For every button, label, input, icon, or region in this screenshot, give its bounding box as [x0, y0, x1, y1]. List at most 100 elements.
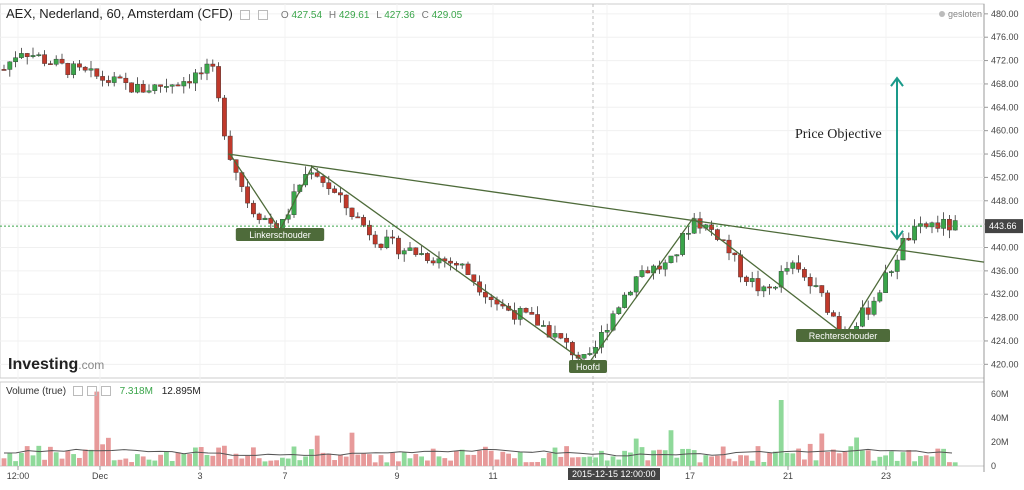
volume-bar — [523, 462, 529, 466]
volume-bar — [59, 458, 65, 466]
candle — [245, 186, 250, 204]
volume-bar — [691, 450, 697, 466]
x-tick-label: 17 — [685, 471, 695, 481]
volume-bar — [610, 456, 616, 466]
volume-bar — [807, 443, 813, 466]
candle — [129, 82, 134, 93]
x-tick-label: 12:00 — [7, 471, 30, 481]
volume-bar — [13, 461, 18, 466]
candle — [889, 271, 894, 273]
volume-bar — [599, 450, 604, 466]
volume-bar — [923, 455, 929, 466]
candle — [935, 222, 941, 229]
volume-bar — [546, 452, 552, 466]
current-price-label: 443.66 — [989, 221, 1017, 231]
chevron-down-icon[interactable] — [240, 9, 251, 20]
volume-bar — [477, 450, 482, 466]
candle — [19, 53, 24, 58]
label-price-objective: Price Objective — [795, 127, 882, 142]
volume-bar — [732, 461, 738, 466]
y-tick-label: 464.00 — [991, 102, 1019, 112]
volume-bar — [622, 450, 627, 466]
volume-bar — [871, 460, 877, 466]
candle — [483, 291, 488, 298]
settings-icon[interactable] — [257, 9, 268, 20]
volume-bar — [419, 456, 424, 466]
volume-bar — [401, 452, 407, 466]
candle — [384, 236, 390, 248]
volume-bar — [117, 459, 123, 466]
candle — [227, 135, 233, 160]
chevron-down-icon[interactable] — [72, 386, 83, 397]
volume-bar — [187, 454, 192, 466]
volume-bar — [24, 446, 30, 466]
candle — [744, 276, 749, 282]
close-icon[interactable] — [100, 386, 111, 397]
candle — [146, 90, 152, 93]
candle — [535, 314, 541, 326]
candle — [906, 237, 912, 241]
open-label: O — [280, 10, 289, 21]
volume-bar — [407, 458, 413, 466]
volume-bar — [454, 450, 459, 466]
candle — [250, 202, 256, 215]
candle — [314, 172, 320, 177]
volume-bar — [413, 454, 419, 466]
volume-bar — [686, 448, 691, 466]
volume-bar — [651, 450, 656, 466]
candle — [192, 72, 198, 84]
candle — [877, 292, 883, 302]
volume-bar — [471, 454, 477, 466]
candle — [865, 307, 871, 315]
candle — [790, 262, 796, 269]
volume-bar — [935, 448, 941, 466]
candle — [401, 250, 407, 255]
volume-bar — [129, 462, 134, 466]
candle — [53, 58, 59, 65]
candle — [169, 84, 175, 87]
candle — [604, 330, 610, 333]
high-value: 429.61 — [338, 10, 370, 21]
volume-bar — [680, 448, 685, 466]
volume-bar — [332, 460, 337, 466]
candle — [488, 296, 494, 301]
volume-bar — [564, 446, 569, 466]
volume-bar — [767, 452, 772, 466]
y-tick-label: 468.00 — [991, 79, 1019, 89]
volume-bar — [396, 461, 401, 466]
low-value: 427.36 — [384, 10, 415, 21]
x-tick-label: Dec — [92, 471, 109, 481]
volume-bar — [390, 452, 395, 466]
candle — [140, 83, 146, 93]
volume-bar — [912, 461, 917, 466]
volume-bar — [297, 460, 303, 466]
y-tick-label: 456.00 — [991, 149, 1019, 159]
volume-bar — [494, 459, 500, 466]
volume-bar — [233, 453, 239, 466]
candle — [813, 285, 819, 287]
x-tick-label: 23 — [881, 471, 891, 481]
candle — [471, 274, 477, 282]
volume-bar — [593, 457, 598, 466]
volume-tick-label: 0 — [991, 461, 996, 471]
volume-bar — [512, 458, 517, 466]
candle — [738, 254, 744, 278]
status-dot-icon — [938, 11, 945, 17]
candle — [425, 253, 430, 261]
volume-bar — [842, 451, 848, 466]
y-tick-label: 460.00 — [991, 126, 1019, 136]
volume-bar — [343, 456, 349, 466]
volume-bar — [726, 458, 732, 466]
volume-bar — [123, 458, 129, 466]
volume-header: Volume (true) 7.318M 12.895M — [6, 386, 201, 397]
settings-icon[interactable] — [86, 386, 97, 397]
candle — [564, 337, 570, 343]
candle — [639, 270, 645, 277]
label-linkerschouder-box — [235, 228, 325, 241]
volume-bar — [280, 457, 285, 466]
market-status: gesloten — [938, 9, 982, 19]
candle — [76, 63, 82, 68]
candle — [633, 276, 639, 293]
